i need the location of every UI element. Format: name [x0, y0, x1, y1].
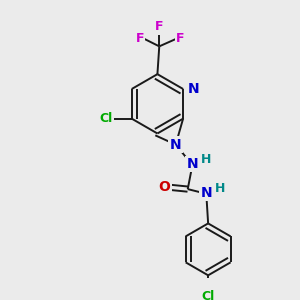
Text: N: N: [187, 157, 198, 171]
Text: H: H: [214, 182, 225, 195]
Text: N: N: [170, 138, 182, 152]
Text: F: F: [176, 32, 185, 45]
Text: Cl: Cl: [202, 290, 215, 300]
Text: N: N: [200, 186, 212, 200]
Text: N: N: [188, 82, 200, 96]
Text: Cl: Cl: [99, 112, 112, 125]
Text: O: O: [159, 180, 170, 194]
Text: F: F: [136, 32, 144, 45]
Text: H: H: [201, 153, 211, 166]
Text: F: F: [155, 20, 164, 33]
